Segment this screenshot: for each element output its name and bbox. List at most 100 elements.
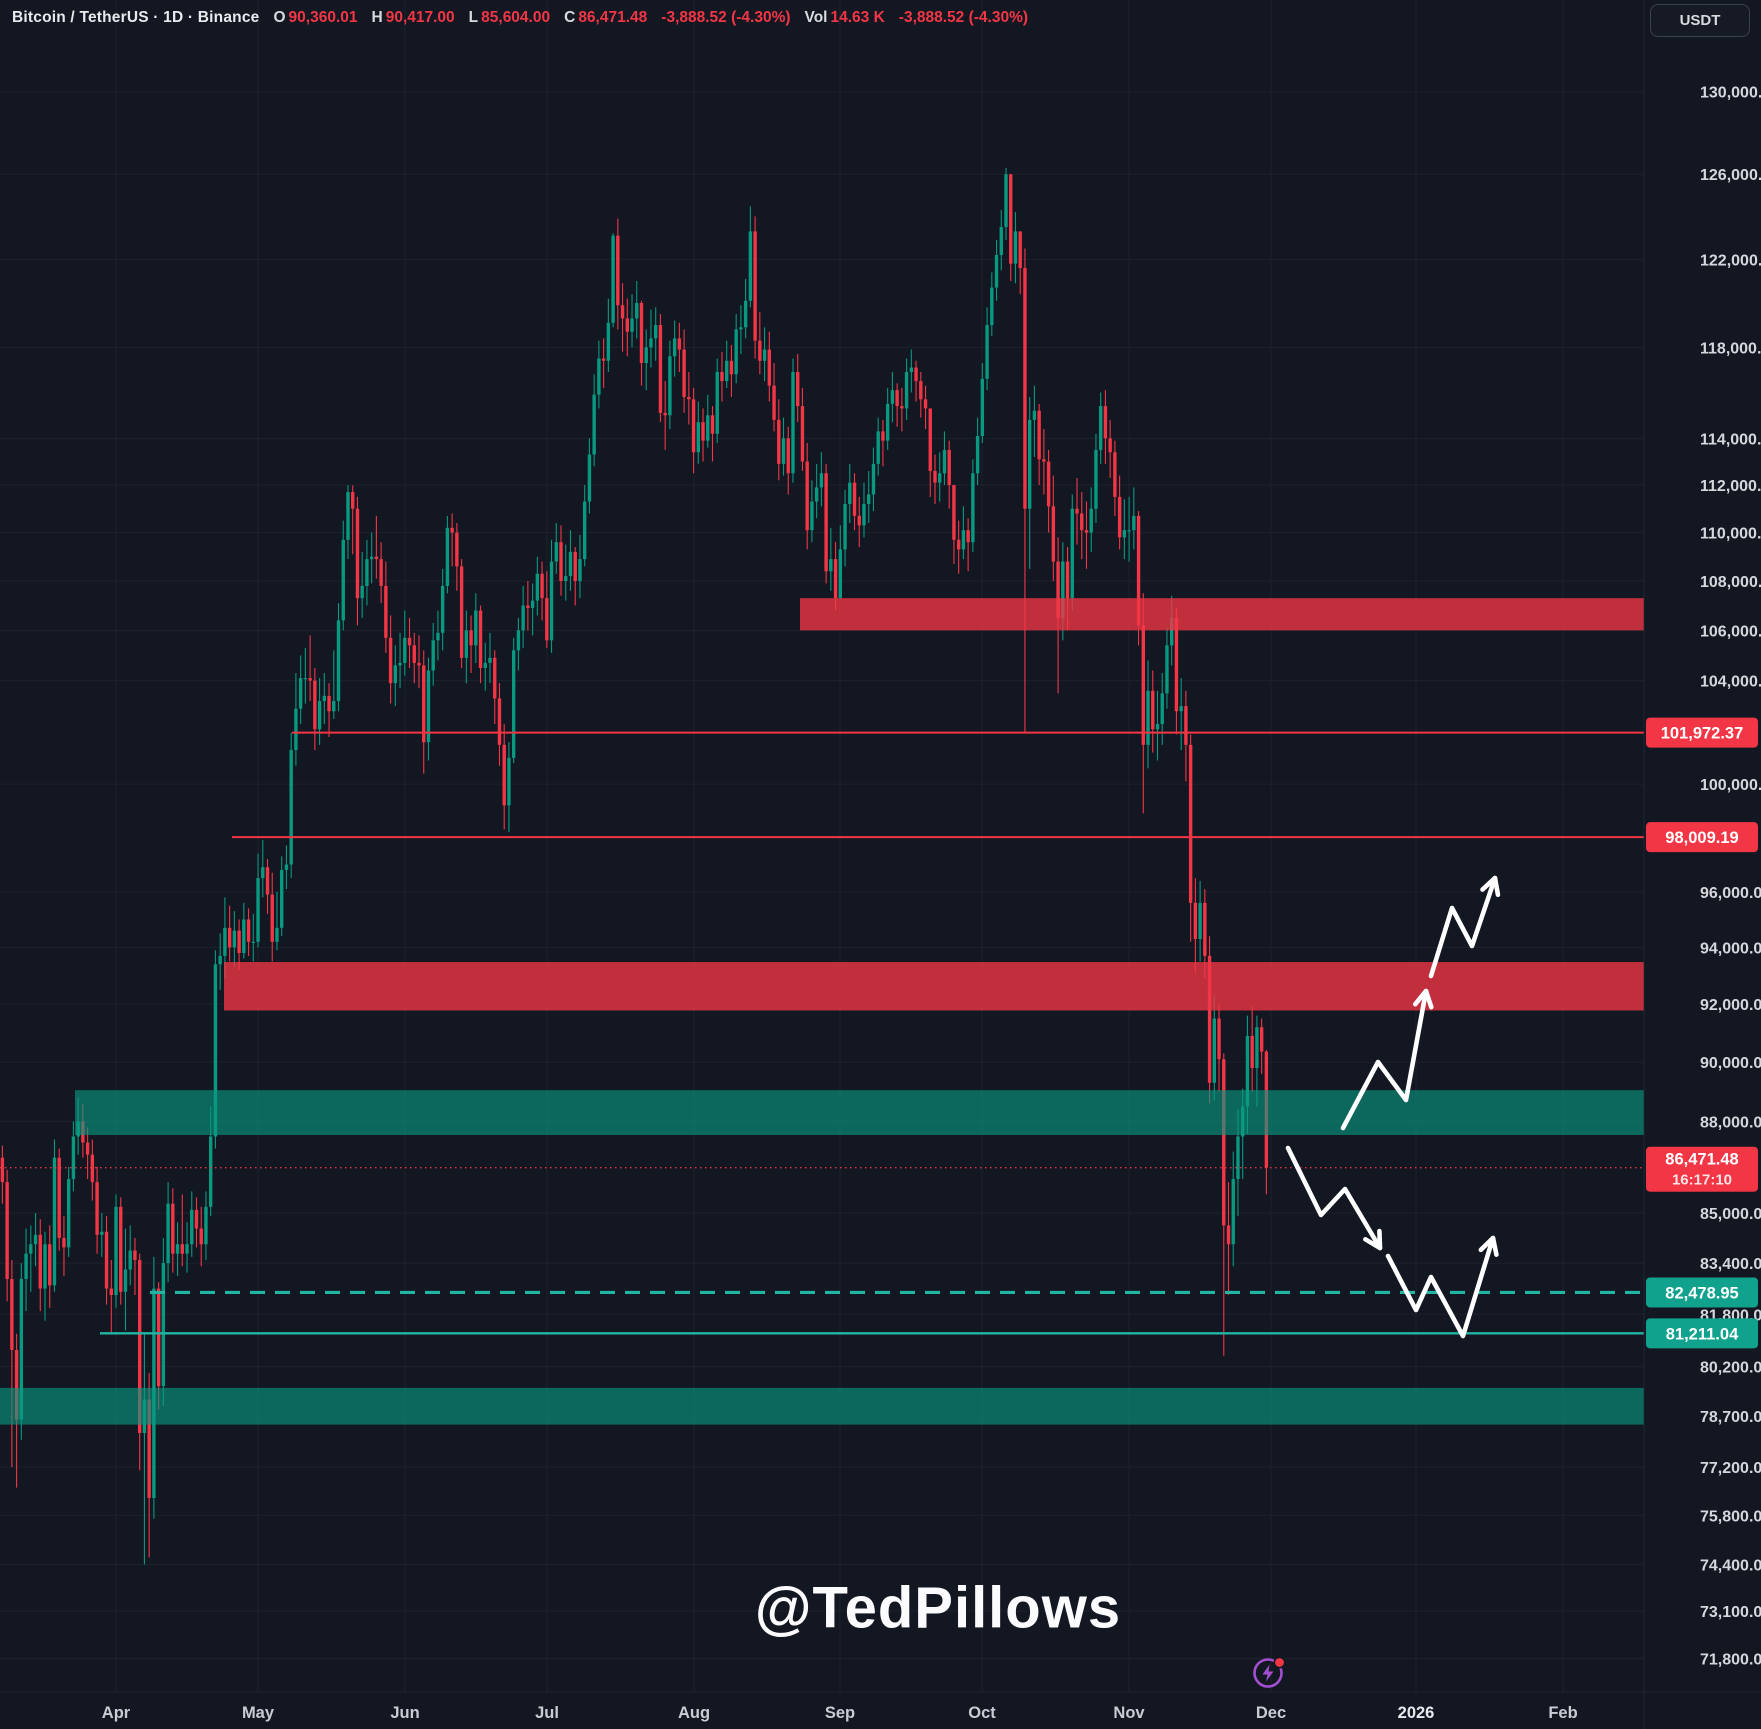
candle-body (1032, 410, 1037, 420)
candle-body (128, 1250, 132, 1270)
candle-body (190, 1209, 194, 1245)
candle-body (19, 1279, 24, 1420)
candle-body (450, 527, 454, 533)
time-tick-label: Nov (1113, 1704, 1145, 1722)
boost-button[interactable] (1252, 1655, 1286, 1689)
candle-body (270, 894, 274, 942)
price-level-label (1646, 717, 1758, 748)
candle-body (431, 640, 435, 671)
candle-body (890, 390, 895, 404)
candle-body (635, 302, 639, 319)
bullish-zigzag[interactable] (1340, 988, 1429, 1131)
candle-body (1236, 1136, 1240, 1180)
candle-body (95, 1182, 99, 1235)
candle-body (568, 551, 573, 577)
candle-body (422, 665, 426, 743)
candle-body (1231, 1179, 1235, 1245)
volume-change-value: -3,888.52 (-4.30%) (898, 9, 1029, 26)
candle-body (313, 680, 317, 730)
candle-body (1117, 496, 1122, 538)
candle-body (483, 662, 487, 668)
candle-body (265, 867, 270, 895)
candle-body (166, 1203, 170, 1264)
bullish-zigzag-continuation[interactable] (1428, 875, 1498, 979)
candle-body (180, 1244, 184, 1254)
supply-zone[interactable] (224, 962, 1644, 1011)
candle-body (616, 235, 620, 306)
candle-body (781, 438, 786, 464)
candle-body (327, 695, 331, 712)
candle-body (762, 349, 767, 361)
demand-zone[interactable] (0, 1387, 1644, 1425)
candle-body (1080, 513, 1084, 531)
candle-body (582, 501, 587, 560)
candle-body (772, 385, 776, 420)
candle-body (876, 431, 880, 464)
candle-body (530, 600, 535, 609)
price-tick-label: 126,000.00 (1700, 167, 1761, 184)
low-value: L 85,604.00 (468, 9, 551, 26)
watermark: @TedPillows (754, 1575, 1122, 1641)
candle-body (1027, 419, 1032, 509)
candle-body (914, 367, 918, 382)
demand-zone[interactable] (75, 1090, 1644, 1135)
candle-body (947, 449, 951, 486)
candle-body (535, 573, 540, 601)
candle-body (403, 637, 407, 663)
candle-body (938, 473, 942, 483)
candle-body (923, 399, 928, 409)
candle-body (990, 287, 994, 326)
candle-body (1013, 231, 1018, 264)
candle-body (417, 662, 421, 666)
time-tick-label: Aug (678, 1704, 710, 1722)
candle-body (862, 503, 866, 526)
time-axis[interactable]: Apr May Jun Jul Aug Sep Oct Nov Dec 2026 Feb (102, 1704, 1578, 1722)
price-tick-label: 130,000.00 (1700, 85, 1761, 102)
candle-body (256, 878, 260, 942)
price-levels (0, 731, 1644, 1335)
supply-zone[interactable] (800, 598, 1644, 631)
notification-dot (1273, 1656, 1286, 1669)
candle-body (710, 415, 715, 434)
candle-body (1042, 459, 1046, 462)
candle-body (1065, 561, 1070, 599)
candle-body (156, 1288, 161, 1387)
candle-body (109, 1288, 113, 1295)
candle-body (1165, 645, 1169, 694)
candle-body (843, 503, 847, 550)
price-level-label-text: 98,009.19 (1665, 829, 1738, 847)
candle-body (412, 645, 416, 663)
candle-body (1250, 1035, 1254, 1069)
candle-body (1226, 1225, 1231, 1245)
candle-body (208, 1136, 213, 1207)
candle-body (1212, 1018, 1217, 1083)
candle-body (1075, 508, 1079, 514)
candlestick-series (0, 168, 1269, 1565)
price-tick-label: 71,800.00 (1700, 1651, 1761, 1668)
candle-body (33, 1234, 38, 1245)
candle-body (308, 678, 312, 681)
price-tick-label: 106,000.00 (1700, 623, 1761, 640)
bearish-then-bounce-zigzag[interactable] (1385, 1235, 1496, 1339)
candle-body (502, 744, 506, 806)
time-tick-label: Apr (102, 1704, 131, 1722)
flash-icon (1253, 1658, 1283, 1688)
symbol-title[interactable]: Bitcoin / TetherUS · 1D · Binance (12, 9, 260, 26)
candle-body (606, 322, 611, 361)
price-tick-label: 77,200.00 (1700, 1460, 1761, 1477)
price-axis[interactable]: 130,000.00 126,000.00 122,000.00 118,000.00… (1646, 85, 1761, 1669)
candle-body (71, 1136, 76, 1180)
candle-body (549, 561, 554, 641)
price-tick-label: 88,000.00 (1700, 1114, 1761, 1131)
candle-body (355, 508, 360, 599)
candle-body (852, 482, 857, 516)
bearish-zigzag[interactable] (1285, 1145, 1383, 1251)
price-tick-label: 118,000.00 (1700, 340, 1761, 357)
candle-body (824, 473, 828, 572)
currency-button[interactable]: USDT (1650, 4, 1750, 37)
candle-body (687, 396, 691, 400)
candle-body (488, 657, 492, 663)
time-tick-label: Oct (968, 1704, 996, 1722)
candle-body (1184, 706, 1188, 745)
